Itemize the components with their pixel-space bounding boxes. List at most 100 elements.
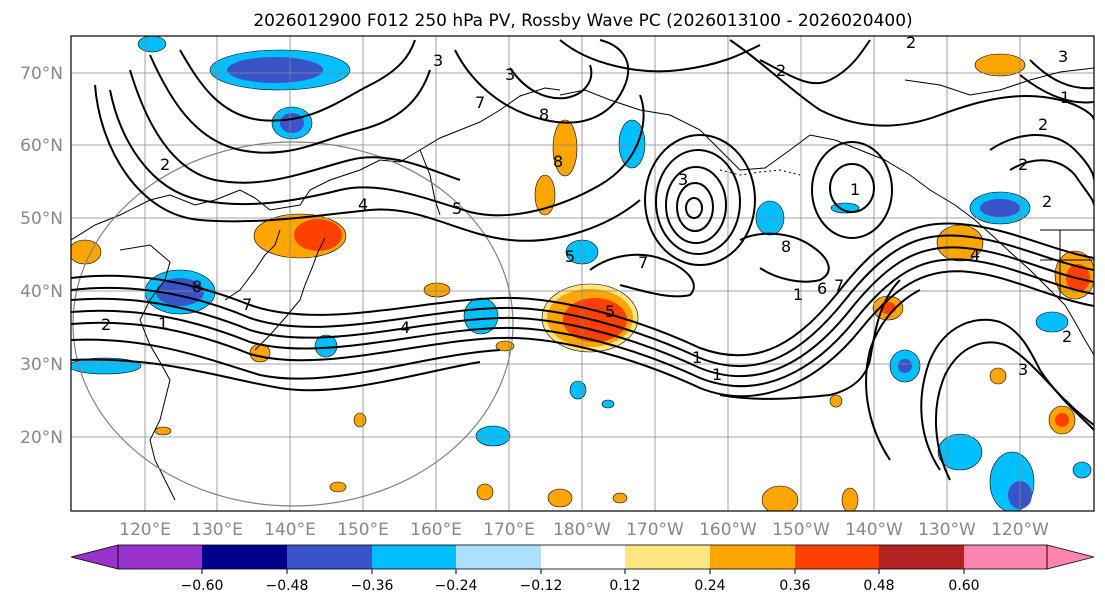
pv-contour-loop	[829, 163, 875, 213]
pos-anomaly	[495, 340, 515, 352]
pos-anomaly	[353, 412, 367, 428]
pos-anomaly	[547, 488, 573, 508]
kamchatka-coast	[419, 149, 441, 216]
pv-contour	[559, 39, 761, 73]
pv-contour	[759, 39, 871, 85]
latitude-labels: 70°N 60°N 50°N 40°N 30°N 20°N	[20, 64, 63, 448]
contour-label: 5	[565, 247, 575, 266]
neg-anomaly	[618, 119, 646, 169]
lon-label: 170°E	[483, 520, 535, 540]
colorbar-segment	[964, 545, 1047, 569]
pos-anomaly-core	[294, 219, 342, 251]
lat-label: 50°N	[20, 209, 63, 229]
pv-contour	[739, 232, 830, 283]
colorbar-ticks	[201, 569, 965, 574]
colorbar-tick-label: 0.24	[694, 578, 725, 594]
contour-label: 1	[850, 180, 860, 199]
pos-anomaly	[989, 367, 1007, 385]
contour-label: 1	[692, 348, 702, 367]
lon-label: 130°W	[918, 520, 976, 540]
contour-label: 2	[1018, 155, 1028, 174]
coastlines	[71, 67, 1094, 501]
contour-label: 7	[475, 93, 485, 112]
colorbar-segment	[372, 545, 456, 569]
lon-label: 180°W	[553, 520, 611, 540]
lon-label: 150°E	[337, 520, 389, 540]
map-frame	[70, 35, 1095, 512]
lon-label: 160°W	[699, 520, 757, 540]
contour-label: 2	[1038, 115, 1048, 134]
contour-label: 1	[712, 365, 722, 384]
neg-anomaly	[1072, 461, 1092, 479]
contour-label: 2	[906, 33, 916, 52]
colorbar-segment	[710, 545, 795, 569]
colorbar-extend-low	[70, 544, 119, 570]
contour-label: 2	[1062, 327, 1072, 346]
pos-anomaly	[329, 481, 347, 493]
colorbar-tick-label: 0.36	[779, 578, 810, 594]
contour-labels: 3 3 2 2 4 5 8 7 8 2 7 3 2 2 1 3 1 2 1 5	[101, 33, 1072, 384]
colorbar-tick-label: −0.48	[266, 578, 309, 594]
lat-label: 20°N	[20, 428, 63, 448]
figure-title: 2026012900 F012 250 hPa PV, Rossby Wave …	[253, 11, 912, 31]
pos-anomaly	[534, 174, 556, 216]
pv-contour	[71, 222, 1094, 357]
neg-anomaly	[569, 380, 587, 400]
colorbar-tick-label: −0.60	[181, 578, 224, 594]
contour-label: 5	[605, 302, 615, 321]
colorbar-tick-label: 0.60	[948, 578, 979, 594]
pv-contour	[935, 341, 1094, 481]
pv-contour-loop	[655, 149, 741, 255]
lon-label: 140°E	[264, 520, 316, 540]
lon-label: 120°E	[119, 520, 171, 540]
pv-contour	[1019, 74, 1094, 104]
contour-label: 8	[781, 237, 791, 256]
contour-label: 1	[1060, 88, 1070, 107]
colorbar-tick-label: 0.48	[863, 578, 894, 594]
neg-anomaly-core	[898, 359, 912, 373]
colorbar-tick-label: −0.24	[435, 578, 478, 594]
pv-contour	[509, 64, 593, 100]
neg-anomaly-core	[980, 199, 1020, 217]
pv-contour-loop	[685, 197, 703, 219]
arctic-coast	[904, 67, 1094, 96]
colorbar: −0.60 −0.48 −0.36 −0.24 −0.12 0.12 0.24 …	[70, 544, 1095, 594]
colorbar-extend-high	[1046, 544, 1095, 570]
pv-contour	[989, 134, 1094, 181]
neg-anomaly-core	[227, 57, 323, 83]
neg-anomaly	[463, 297, 499, 335]
pv-contour	[719, 279, 901, 400]
pos-anomaly	[154, 426, 172, 436]
colorbar-segment	[625, 545, 710, 569]
lon-label: 130°E	[191, 520, 243, 540]
lon-label: 160°E	[410, 520, 462, 540]
colorbar-tick-label: −0.36	[351, 578, 394, 594]
pos-anomaly	[974, 53, 1026, 77]
colorbar-frame	[117, 544, 1048, 570]
pv-contour	[729, 39, 1094, 127]
pv-contour	[589, 253, 695, 298]
lon-label: 170°W	[626, 520, 684, 540]
pos-anomaly	[423, 282, 451, 298]
contour-label: 1	[793, 285, 803, 304]
us-borders	[1040, 229, 1094, 300]
pv-contour-loop	[676, 182, 714, 232]
contour-label: 4	[970, 245, 980, 264]
pv-contour-loop	[644, 134, 756, 266]
colorbar-segment	[795, 545, 879, 569]
contour-label: 7	[834, 276, 844, 295]
pos-anomaly	[612, 492, 628, 504]
japan-coast	[254, 237, 326, 351]
neg-anomaly	[137, 36, 167, 53]
contour-label: 7	[242, 295, 252, 314]
contour-label: 8	[192, 277, 202, 296]
alaska-coast	[559, 89, 1094, 356]
lat-label: 40°N	[20, 282, 63, 302]
lat-label: 30°N	[20, 355, 63, 375]
pv-contour	[1029, 59, 1094, 90]
pv-contour-loop	[665, 166, 727, 244]
lon-label: 120°W	[991, 520, 1049, 540]
asia-coast	[71, 87, 561, 241]
lat-label: 60°N	[20, 136, 63, 156]
